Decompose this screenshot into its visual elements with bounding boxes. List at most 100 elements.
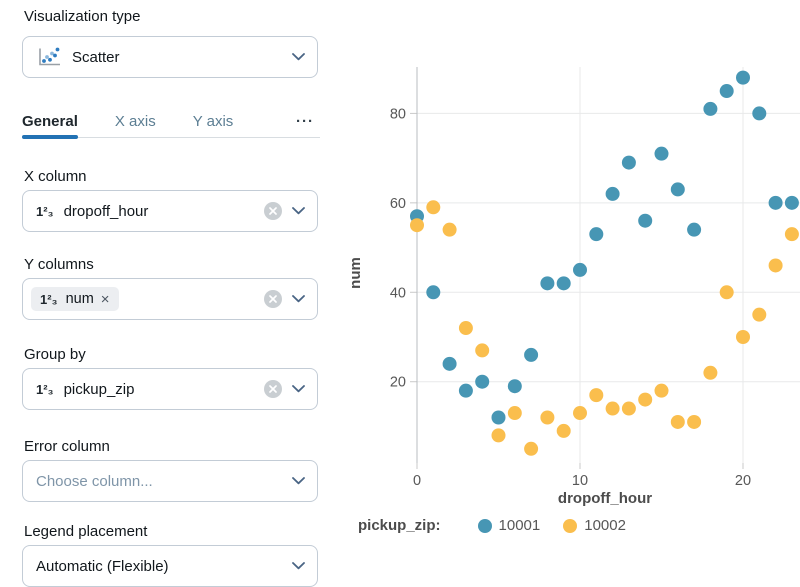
error-column-select[interactable]: Choose column... xyxy=(22,460,318,502)
data-point-10002[interactable] xyxy=(475,343,490,358)
data-point-10001[interactable] xyxy=(442,356,457,371)
y-tick-label: 80 xyxy=(390,106,406,122)
tab-x-axis[interactable]: X axis xyxy=(114,112,156,130)
data-point-10001[interactable] xyxy=(752,106,767,121)
legend-label: 10002 xyxy=(584,517,626,534)
data-point-10002[interactable] xyxy=(442,222,457,237)
data-point-10002[interactable] xyxy=(491,428,506,443)
clear-group-by-button[interactable] xyxy=(264,380,282,398)
y-tick-label: 20 xyxy=(390,375,406,391)
data-point-10002[interactable] xyxy=(410,218,424,233)
group-by-label: Group by xyxy=(24,346,86,363)
data-point-10002[interactable] xyxy=(507,406,522,421)
data-point-10001[interactable] xyxy=(540,276,555,291)
data-point-10001[interactable] xyxy=(605,186,620,201)
data-point-10002[interactable] xyxy=(768,258,783,273)
data-point-10001[interactable] xyxy=(670,182,685,197)
viz-type-label: Visualization type xyxy=(24,8,141,25)
data-point-10002[interactable] xyxy=(589,388,604,403)
chevron-down-icon xyxy=(292,295,305,303)
x-tick-label: 0 xyxy=(413,473,421,489)
legend-placement-select[interactable]: Automatic (Flexible) xyxy=(22,545,318,587)
data-point-10001[interactable] xyxy=(475,374,490,389)
x-column-select[interactable]: 1²₃ dropoff_hour xyxy=(22,190,318,232)
tab-y-axis[interactable]: Y axis xyxy=(192,112,234,130)
data-point-10002[interactable] xyxy=(752,307,767,322)
chevron-down-icon xyxy=(292,562,305,570)
data-point-10002[interactable] xyxy=(703,365,718,380)
data-point-10002[interactable] xyxy=(670,414,685,429)
x-column-value: dropoff_hour xyxy=(63,202,149,220)
error-column-label: Error column xyxy=(24,438,110,455)
data-point-10001[interactable] xyxy=(784,195,799,210)
group-by-value: pickup_zip xyxy=(63,380,135,398)
legend-dot-blue xyxy=(477,518,492,533)
data-point-10001[interactable] xyxy=(556,276,571,291)
data-point-10001[interactable] xyxy=(703,101,718,116)
data-point-10002[interactable] xyxy=(605,401,620,416)
data-point-10001[interactable] xyxy=(507,379,522,394)
data-point-10002[interactable] xyxy=(573,406,587,421)
legend-dot-yellow xyxy=(563,518,578,533)
tab-overflow-fade xyxy=(258,105,292,135)
viz-type-select[interactable]: Scatter xyxy=(22,36,318,78)
data-point-10001[interactable] xyxy=(736,70,750,85)
data-point-10002[interactable] xyxy=(638,392,653,407)
clear-y-columns-button[interactable] xyxy=(264,290,282,308)
legend-label: 10001 xyxy=(498,517,541,534)
chevron-down-icon xyxy=(292,477,305,485)
chevron-down-icon xyxy=(292,53,305,61)
legend-placement-label: Legend placement xyxy=(24,523,148,540)
y-column-chip[interactable]: 1²₃ num × xyxy=(31,287,119,311)
data-point-10001[interactable] xyxy=(654,146,669,161)
data-point-10001[interactable] xyxy=(687,222,702,237)
data-point-10002[interactable] xyxy=(458,321,473,336)
y-columns-select[interactable]: 1²₃ num × xyxy=(22,278,318,320)
data-point-10001[interactable] xyxy=(573,262,587,277)
data-point-10002[interactable] xyxy=(621,401,636,416)
legend-title: pickup_zip: xyxy=(358,517,441,534)
number-type-icon: 1²₃ xyxy=(40,291,58,307)
chart-legend: pickup_zip: 10001 10002 xyxy=(340,517,800,534)
y-column-chip-value: num xyxy=(65,291,94,307)
number-type-icon: 1²₃ xyxy=(36,203,54,219)
data-point-10002[interactable] xyxy=(426,200,441,215)
scatter-chart-icon xyxy=(36,46,62,68)
y-tick-label: 40 xyxy=(390,285,406,301)
number-type-icon: 1²₃ xyxy=(36,381,54,397)
error-column-placeholder: Choose column... xyxy=(36,472,153,490)
data-point-10001[interactable] xyxy=(768,195,783,210)
scatter-chart: 20 40 60 80 0 10 20 dropoff_hour num pickup_zip:… xyxy=(340,0,800,586)
legend-placement-value: Automatic (Flexible) xyxy=(36,557,169,575)
data-point-10002[interactable] xyxy=(556,423,571,438)
data-point-10001[interactable] xyxy=(458,383,473,398)
y-columns-label: Y columns xyxy=(24,256,94,273)
data-point-10001[interactable] xyxy=(426,285,441,300)
data-point-10002[interactable] xyxy=(687,414,702,429)
data-point-10001[interactable] xyxy=(491,410,506,425)
data-point-10001[interactable] xyxy=(524,347,539,362)
clear-x-column-button[interactable] xyxy=(264,202,282,220)
data-point-10002[interactable] xyxy=(736,330,750,344)
data-point-10001[interactable] xyxy=(638,213,653,228)
data-point-10002[interactable] xyxy=(784,227,799,242)
x-tick-label: 20 xyxy=(735,473,751,489)
tab-overflow-button[interactable]: ··· xyxy=(296,112,314,130)
viz-type-value: Scatter xyxy=(72,48,120,66)
tab-general[interactable]: General xyxy=(22,105,78,139)
data-point-10002[interactable] xyxy=(654,383,669,398)
x-column-label: X column xyxy=(24,168,87,185)
legend-item-10001[interactable]: 10001 xyxy=(477,517,541,534)
x-tick-label: 10 xyxy=(572,473,588,489)
data-point-10001[interactable] xyxy=(719,84,734,99)
data-point-10002[interactable] xyxy=(524,441,539,456)
data-point-10001[interactable] xyxy=(589,227,604,242)
remove-y-column-icon[interactable]: × xyxy=(100,290,110,308)
data-point-10002[interactable] xyxy=(540,410,555,425)
data-point-10001[interactable] xyxy=(621,155,636,170)
y-axis-title: num xyxy=(347,257,364,289)
group-by-select[interactable]: 1²₃ pickup_zip xyxy=(22,368,318,410)
scatter-plot[interactable]: 20 40 60 80 0 10 20 dropoff_hour num xyxy=(340,0,800,512)
data-point-10002[interactable] xyxy=(719,285,734,300)
legend-item-10002[interactable]: 10002 xyxy=(563,517,626,534)
